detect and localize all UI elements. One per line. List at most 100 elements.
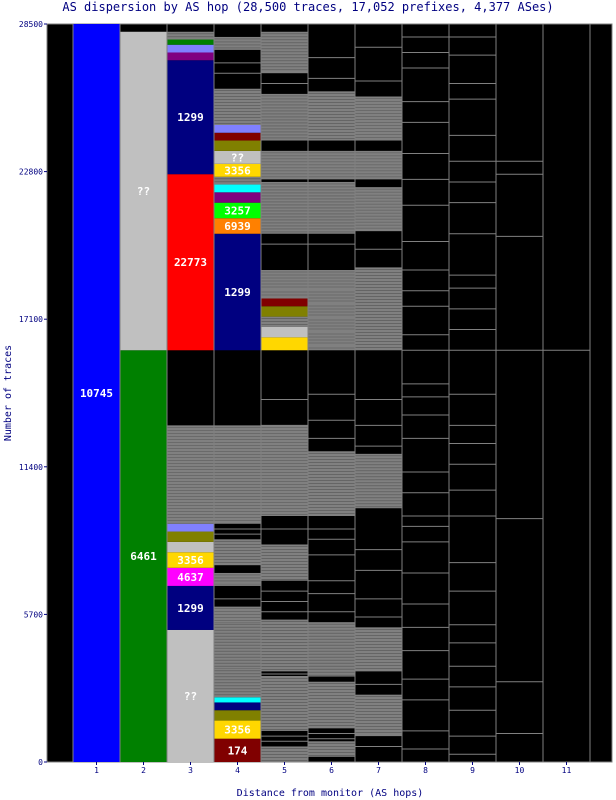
segment [355,96,402,141]
segment [214,622,261,669]
segment-label: 6461 [130,550,157,563]
segment [214,88,261,125]
segment [214,710,261,721]
segment [355,694,402,737]
x-tick-label: 11 [562,766,572,775]
segment [261,425,308,516]
x-tick-label: 4 [235,766,240,775]
segment [167,39,214,45]
segment [167,52,214,61]
x-tick-label: 5 [282,766,287,775]
segment-label: 22773 [174,256,207,269]
x-axis-label: Distance from monitor (AS hops) [237,788,424,799]
y-tick-label: 11400 [19,463,43,472]
x-tick-label: 10 [515,766,525,775]
segment [214,218,261,234]
segment [73,24,120,762]
segment [308,451,355,516]
segment [261,544,308,581]
segment-label: 4637 [177,571,204,584]
hop-4-separators [214,62,261,600]
segment [167,552,214,568]
segment [214,738,261,762]
segment [355,187,402,232]
segment [214,202,261,219]
segment [167,531,214,542]
segment [214,140,261,151]
x-tick-label: 2 [141,766,146,775]
segment-label: 10745 [80,387,113,400]
segment-label: 1299 [224,286,251,299]
hop-4-column: 174 3356 1299 6939 3257 3356?? [214,36,261,762]
y-tick-label: 17100 [19,315,43,324]
y-tick-label: 5700 [24,610,43,619]
plot-area: 10745 6461???? 1299 4637 3356 22773 1299 174 335… [46,23,613,763]
segment [214,184,261,193]
segment [167,585,214,630]
segment [355,627,402,672]
segment [167,425,214,524]
segment-label: 1299 [177,111,204,124]
x-tick-label: 7 [376,766,381,775]
y-tick-label: 28500 [19,20,43,29]
segment [355,267,402,351]
x-tick-label: 8 [423,766,428,775]
hop-9-separators [449,36,496,755]
hop-6-separators [308,57,355,740]
segment [214,36,261,50]
segment-label: 3356 [224,724,251,737]
segment [167,60,214,175]
y-tick-label: 0 [38,758,43,767]
y-tick-label: 22800 [19,168,43,177]
hop-7-column [355,96,402,737]
segment [214,425,261,524]
hop-5-column [261,31,308,762]
segment [308,91,355,141]
segment-label: 1299 [177,602,204,615]
hop-2-column: 6461?? [120,31,167,762]
column-borders [72,24,591,762]
segment [214,720,261,739]
segment-label: 3257 [224,204,251,217]
segment [214,233,261,351]
segment-label: ?? [137,185,150,198]
x-axis: 1 2 3 4 5 6 7 8 9 10 11 [94,762,571,775]
x-tick-label: 1 [94,766,99,775]
segment [261,93,308,141]
segment [214,572,261,586]
hop-7-separators [355,46,402,747]
hop-3-column: ?? 1299 4637 3356 22773 1299 [167,31,214,762]
hop-6-column [308,91,355,757]
segment [214,176,261,185]
segment-label: 174 [228,744,248,757]
hop-1-column: 10745 [73,24,120,762]
segment [214,163,261,177]
segment [261,326,308,338]
segment [214,124,261,133]
hop-8-separators [402,36,449,750]
segment-label: ?? [231,151,244,164]
hop-5-separators [261,83,308,742]
segment [261,337,308,351]
hop-10-separators [496,160,543,735]
segment [214,132,261,141]
segment-label: 3356 [224,164,251,177]
segment [308,270,355,351]
segment [167,31,214,40]
segment-label: 6939 [224,220,251,233]
segment [261,31,308,74]
segment [167,44,214,53]
chart-title: AS dispersion by AS hop (28,500 traces, … [62,0,553,14]
y-axis-label: Number of traces [3,345,14,441]
segment [167,523,214,532]
segment [167,541,214,553]
segment [167,174,214,351]
segment [167,567,214,586]
x-tick-label: 3 [188,766,193,775]
segment [355,453,402,509]
segment [214,702,261,711]
segment [261,306,308,317]
segment [308,681,355,729]
segment [214,539,261,566]
